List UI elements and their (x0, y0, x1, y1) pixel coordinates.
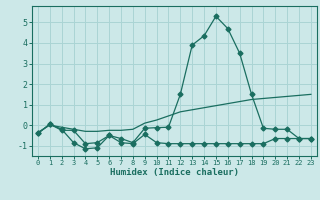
X-axis label: Humidex (Indice chaleur): Humidex (Indice chaleur) (110, 168, 239, 177)
